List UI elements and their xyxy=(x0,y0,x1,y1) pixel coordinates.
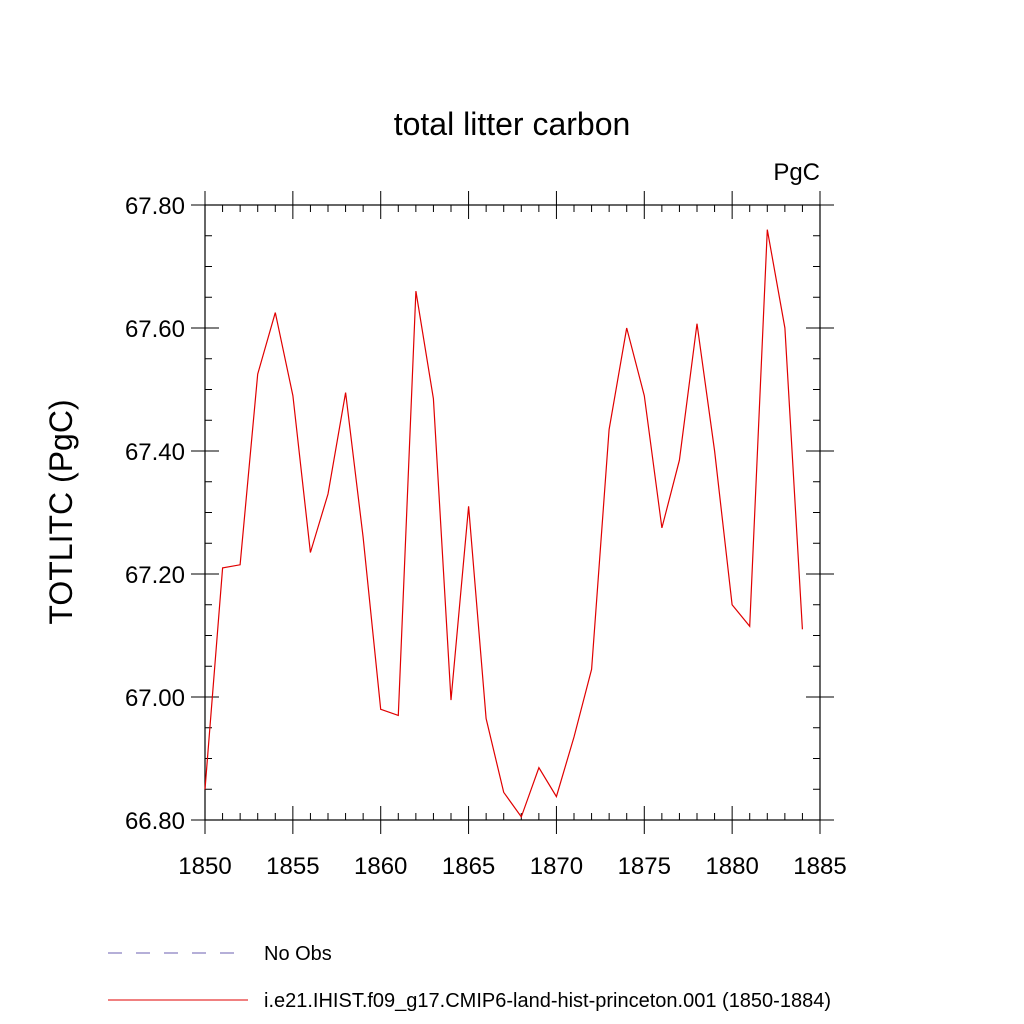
y-tick-label: 67.20 xyxy=(125,562,185,589)
axis-ticks xyxy=(191,191,834,834)
legend: No Obs i.e21.IHIST.f09_g17.CMIP6-land-his… xyxy=(108,943,831,1012)
y-tick-label: 67.60 xyxy=(125,316,185,343)
y-tick-label: 67.00 xyxy=(125,685,185,712)
x-tick-label: 1860 xyxy=(354,853,407,880)
y-tick-label: 67.80 xyxy=(125,193,185,220)
plot-frame xyxy=(204,204,821,821)
plot-area xyxy=(204,229,803,819)
y-tick-label: 67.40 xyxy=(125,439,185,466)
x-tick-label: 1880 xyxy=(705,853,758,880)
x-tick-label: 1855 xyxy=(266,853,319,880)
x-tick-label: 1850 xyxy=(178,853,231,880)
y-tick-label: 66.80 xyxy=(125,808,185,835)
chart-title: total litter carbon xyxy=(394,106,631,142)
x-tick-label: 1875 xyxy=(618,853,671,880)
units-label: PgC xyxy=(773,159,820,186)
x-tick-label: 1885 xyxy=(793,853,846,880)
x-tick-label: 1870 xyxy=(530,853,583,880)
series-line xyxy=(204,229,803,819)
legend-label: No Obs xyxy=(264,943,332,965)
x-tick-label: 1865 xyxy=(442,853,495,880)
tick-labels: 1850 1855 1860 1865 1870 1875 1880 1885 66.80 67.… xyxy=(125,193,847,880)
legend-label: i.e21.IHIST.f09_g17.CMIP6-land-hist-prin… xyxy=(264,990,831,1012)
y-axis-label: TOTLITC (PgC) xyxy=(43,399,79,624)
